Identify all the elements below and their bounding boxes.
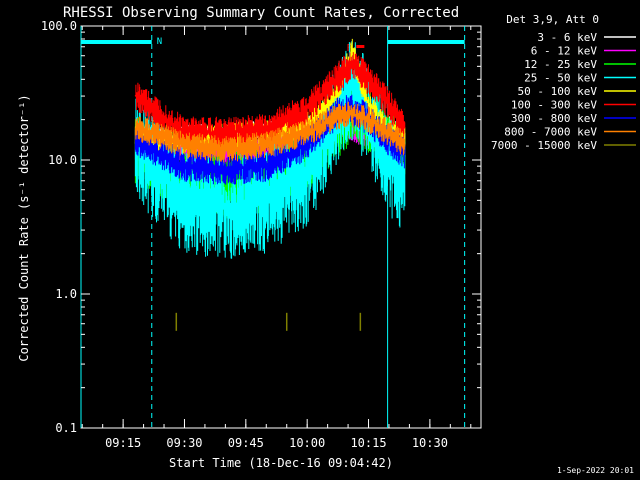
night-bar xyxy=(81,40,152,44)
legend-label: 3 - 6 keV xyxy=(537,31,597,44)
legend-title: Det 3,9, Att 0 xyxy=(506,13,599,26)
legend-label: 12 - 25 keV xyxy=(524,58,597,71)
series-line xyxy=(134,52,406,149)
series-7000-15000kev xyxy=(175,312,362,331)
legend-label: 6 - 12 keV xyxy=(531,45,598,58)
legend-label: 25 - 50 keV xyxy=(524,72,597,85)
plot-area: NF xyxy=(80,25,482,429)
y-axis-label: Corrected Count Rate (s⁻¹ detector⁻¹) xyxy=(17,94,31,361)
y-axis-ticks: 0.1 1.0 10.0 100.0 xyxy=(41,19,481,435)
legend-label: 800 - 7000 keV xyxy=(504,126,597,139)
x-tick-label: 09:15 xyxy=(105,436,141,450)
x-axis-label: Start Time (18-Dec-16 09:04:42) xyxy=(169,456,393,470)
x-tick-label: 09:45 xyxy=(228,436,264,450)
y-tick-label: 100.0 xyxy=(41,19,77,33)
series-line xyxy=(134,101,406,163)
chart-title: RHESSI Observing Summary Count Rates, Co… xyxy=(63,5,459,21)
timestamp: 1-Sep-2022 20:01 xyxy=(557,466,634,475)
y-tick-label: 1.0 xyxy=(55,287,77,301)
x-axis-ticks: 09:15 09:30 09:45 10:00 10:15 10:30 xyxy=(81,26,472,450)
x-tick-label: 09:30 xyxy=(166,436,202,450)
legend-label: 50 - 100 keV xyxy=(518,85,598,98)
flare-bar xyxy=(356,45,365,48)
y-tick-label: 0.1 xyxy=(55,421,77,435)
night-flag-label: N xyxy=(157,37,162,47)
x-tick-label: 10:30 xyxy=(412,436,448,450)
series-100-300kev xyxy=(134,52,406,149)
legend-label: 100 - 300 keV xyxy=(511,99,597,112)
series-800-7000kev xyxy=(134,101,406,163)
legend-label: 300 - 800 keV xyxy=(511,112,597,125)
legend-label: 7000 - 15000 keV xyxy=(491,139,597,152)
x-tick-label: 10:00 xyxy=(289,436,325,450)
night-bar xyxy=(387,40,465,44)
x-tick-label: 10:15 xyxy=(350,436,386,450)
y-tick-label: 10.0 xyxy=(48,153,77,167)
